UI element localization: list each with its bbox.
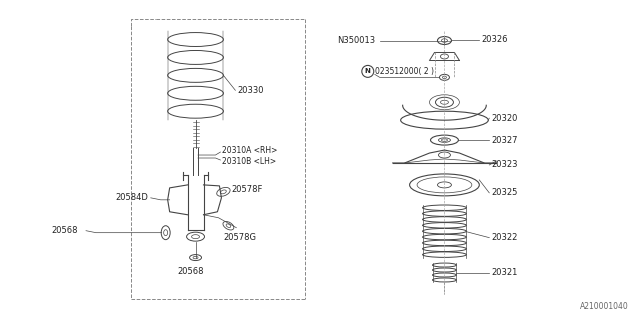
Text: N: N bbox=[365, 68, 371, 74]
Text: 20325: 20325 bbox=[492, 188, 518, 197]
Text: N350013: N350013 bbox=[337, 36, 375, 45]
Text: 20321: 20321 bbox=[492, 268, 518, 277]
Text: 20584D: 20584D bbox=[116, 193, 148, 202]
Text: 20322: 20322 bbox=[492, 233, 518, 242]
Text: 20568: 20568 bbox=[51, 226, 77, 235]
Text: A210001040: A210001040 bbox=[580, 302, 628, 311]
Text: 20578G: 20578G bbox=[223, 233, 257, 242]
Text: 20310A <RH>: 20310A <RH> bbox=[223, 146, 278, 155]
Text: 20320: 20320 bbox=[492, 114, 518, 123]
Text: 20568: 20568 bbox=[177, 267, 204, 276]
Text: 20323: 20323 bbox=[492, 160, 518, 170]
Text: 20326: 20326 bbox=[481, 35, 508, 44]
Text: 20578F: 20578F bbox=[232, 185, 263, 194]
Text: 20330: 20330 bbox=[237, 86, 264, 95]
Text: 20310B <LH>: 20310B <LH> bbox=[223, 157, 276, 166]
Text: 023512000( 2 ): 023512000( 2 ) bbox=[375, 67, 434, 76]
Text: 20327: 20327 bbox=[492, 136, 518, 145]
